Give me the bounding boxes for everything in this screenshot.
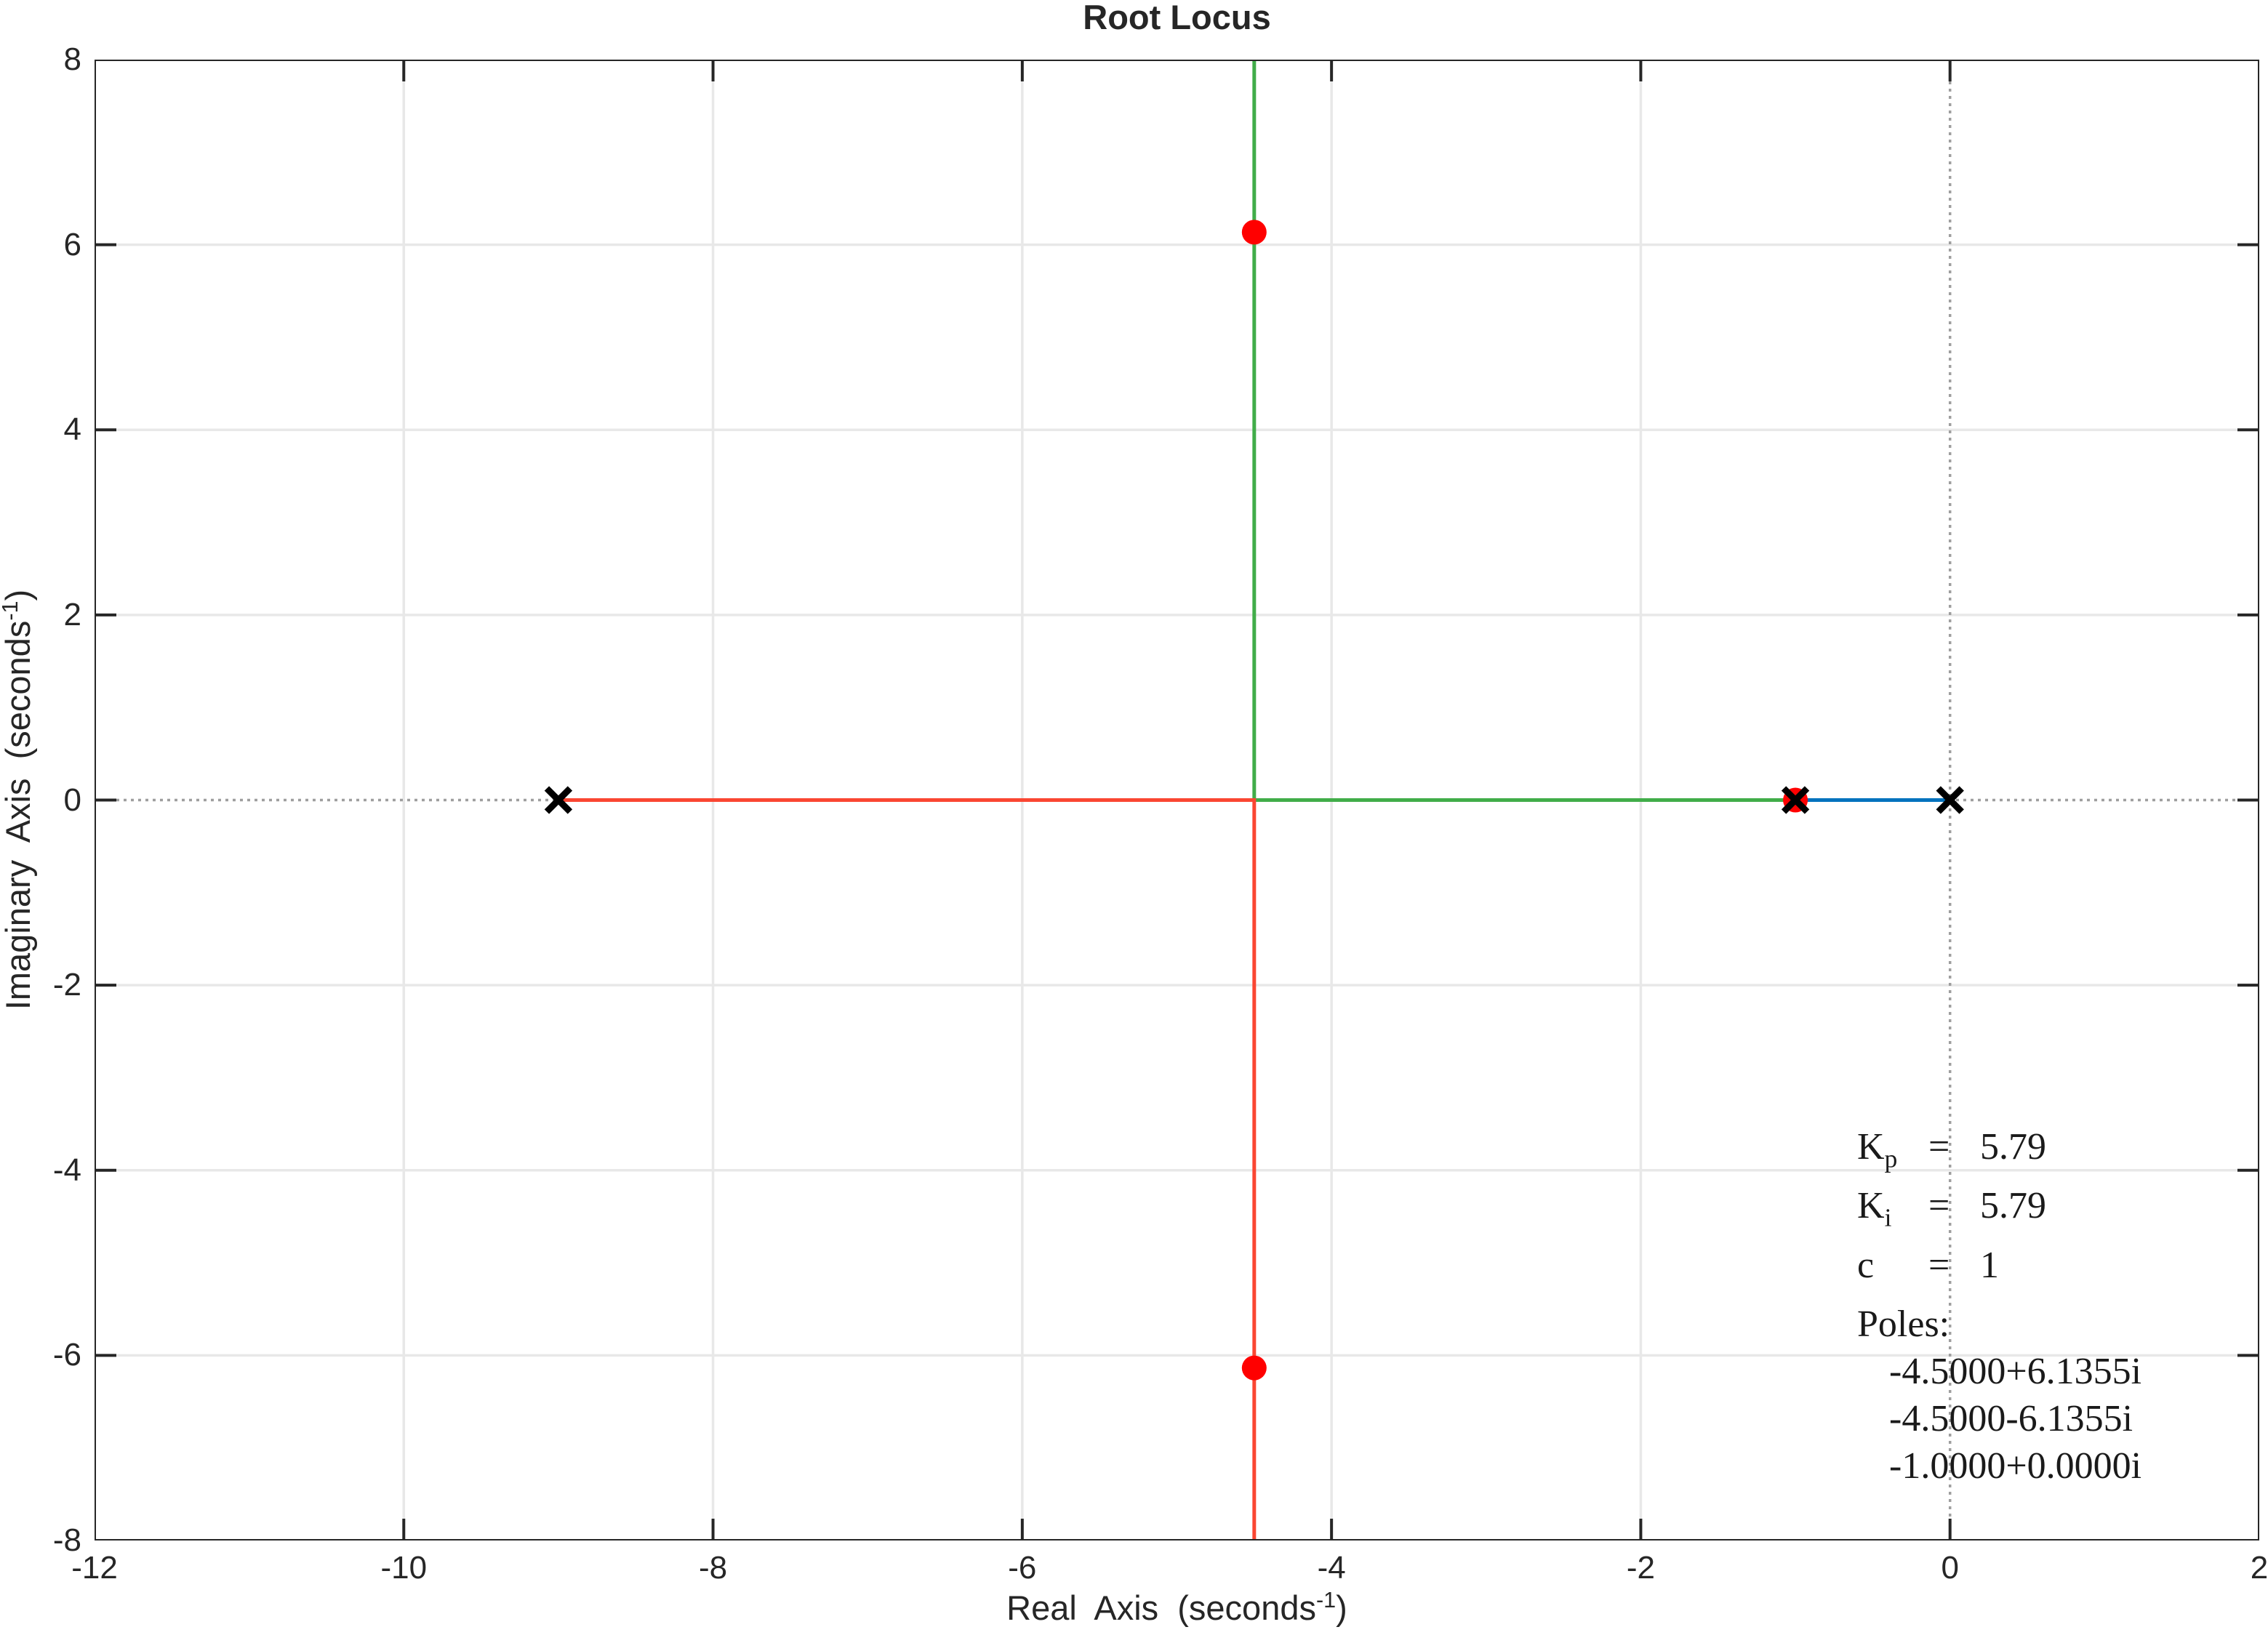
c-symbol: c [1857, 1244, 1875, 1286]
y-axis-label-superscript: -1 [0, 600, 23, 621]
annotation-c-row: c = 1 [1857, 1242, 2141, 1301]
y-tick-label: -2 [52, 967, 81, 1003]
closed-loop-pole-marker [1241, 220, 1267, 245]
chart-title: Root Locus [1083, 0, 1271, 36]
x-axis-label-superscript: -1 [1315, 1588, 1337, 1613]
pole-value-1: -4.5000+6.1355i [1889, 1351, 2142, 1393]
ki-subscript: i [1884, 1202, 1892, 1232]
open-loop-pole-marker [1936, 786, 1964, 814]
y-tick-label: 2 [63, 596, 81, 632]
x-axis-label-text: Real Axis (seconds [1006, 1588, 1316, 1627]
open-loop-pole-marker [1781, 786, 1810, 814]
y-tick-label: -4 [52, 1152, 81, 1188]
annotation-kp-row: Kp = 5.79 [1857, 1123, 2141, 1182]
closed-loop-pole-marker [1241, 1355, 1267, 1381]
x-axis-label-suffix: ) [1336, 1588, 1347, 1627]
kp-subscript: p [1884, 1144, 1898, 1173]
x-tick-label: -4 [1317, 1550, 1346, 1586]
y-tick-label: 4 [63, 411, 81, 448]
open-loop-pole-marker [544, 786, 573, 814]
y-tick-label: 6 [63, 226, 81, 262]
y-tick-label: -6 [52, 1337, 81, 1373]
x-tick-label: 0 [1941, 1550, 1959, 1586]
plot-area [95, 60, 2259, 1540]
y-tick-label: 8 [63, 41, 81, 77]
locus-branch-red [558, 798, 1257, 1540]
y-axis-label: Imaginary Axis (seconds-1) [0, 363, 44, 1236]
ki-value: 5.79 [1980, 1185, 2046, 1227]
pole-value-3: -1.0000+0.0000i [1889, 1445, 2142, 1487]
x-tick-label: -12 [71, 1550, 118, 1586]
y-axis-label-suffix: ) [0, 589, 37, 601]
c-equals: = [1928, 1244, 1950, 1286]
ki-equals: = [1928, 1185, 1950, 1227]
y-tick-label: -8 [52, 1522, 81, 1558]
poles-heading: Poles: [1857, 1303, 1950, 1346]
kp-equals: = [1928, 1126, 1950, 1168]
annotation-ki-row: Ki = 5.79 [1857, 1182, 2141, 1241]
c-value: 1 [1980, 1244, 1999, 1286]
kp-symbol: K [1857, 1126, 1885, 1168]
pole-value-2: -4.5000-6.1355i [1889, 1398, 2133, 1440]
x-tick-label: -10 [380, 1550, 428, 1586]
gain-poles-annotation: Kp = 5.79 Ki = 5.79 c = 1 Poles: -4.5000+6.135… [1857, 1123, 2141, 1490]
kp-value: 5.79 [1980, 1126, 2046, 1168]
axis-ticks [95, 60, 2259, 1540]
y-axis-label-text: Imaginary Axis (seconds [0, 620, 37, 1011]
x-tick-label: -2 [1626, 1550, 1655, 1586]
x-axis-label: Real Axis (seconds-1) [95, 1588, 2259, 1628]
y-tick-label: 0 [63, 782, 81, 818]
ki-symbol: K [1857, 1185, 1885, 1227]
x-tick-label: -8 [699, 1550, 728, 1586]
open-loop-pole-markers [544, 786, 1964, 814]
x-tick-label: -6 [1008, 1550, 1037, 1586]
x-tick-label: 2 [2250, 1550, 2268, 1586]
